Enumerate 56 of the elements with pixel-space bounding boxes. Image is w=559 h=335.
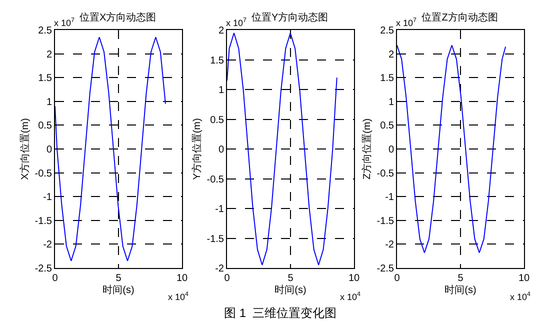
y-tick-label: 0.5 bbox=[38, 120, 52, 132]
y-tick-label: -2 bbox=[43, 240, 52, 251]
y-tick-label: -1.5 bbox=[34, 216, 52, 227]
x-tick-label: 10 bbox=[518, 273, 530, 284]
text: x 10$^{7}$ bbox=[226, 17, 248, 28]
chart-title: 位置Y方向动态图 bbox=[251, 11, 328, 24]
text: x 10$^{7}$ bbox=[54, 17, 76, 28]
caption: 图 1 三维位置变化图 bbox=[224, 306, 337, 320]
y-axis-title: Y方向位置(m) bbox=[190, 118, 203, 180]
y-tick-label: -1 bbox=[43, 192, 52, 204]
y-tick-label: -0.5 bbox=[34, 168, 52, 180]
y-tick-label: 0.5 bbox=[210, 114, 224, 126]
y-tick-label: 2.5 bbox=[38, 26, 52, 36]
y-tick-label: -0.5 bbox=[206, 174, 224, 186]
x-tick-label: 5 bbox=[288, 273, 294, 284]
text: x 10$^{4}$ bbox=[168, 291, 190, 302]
text: x 10$^{4}$ bbox=[340, 291, 362, 302]
y-tick-label: -1.5 bbox=[206, 234, 224, 245]
y-tick-label: -2.5 bbox=[34, 264, 52, 274]
y-tick-label: 0 bbox=[218, 144, 224, 156]
y-tick-label: -2 bbox=[215, 264, 224, 274]
y-tick-label: 0 bbox=[388, 144, 394, 156]
y-tick-label: 2.5 bbox=[380, 26, 394, 36]
y-axis-title: Z方向位置(m) bbox=[360, 118, 373, 180]
line-series bbox=[227, 32, 338, 266]
y-tick-label: 1.5 bbox=[380, 73, 394, 84]
y-tick-label: 0 bbox=[46, 144, 52, 156]
y-tick-label: 1 bbox=[218, 85, 224, 96]
y-tick-label: -1 bbox=[385, 192, 394, 204]
line-series bbox=[397, 44, 506, 254]
chart-title: 位置Z方向动态图 bbox=[422, 11, 498, 24]
y-tick-label: -2 bbox=[385, 240, 394, 251]
y-tick-label: 0.5 bbox=[380, 120, 394, 132]
chart-title: 位置X方向动态图 bbox=[79, 11, 156, 24]
y-tick-label: -1.5 bbox=[376, 216, 394, 227]
x-axis-title: 时间(s) bbox=[444, 284, 476, 296]
y-axis-title: X方向位置(m) bbox=[18, 118, 31, 180]
x-tick-label: 5 bbox=[116, 273, 122, 284]
text: x 10$^{7}$ bbox=[396, 17, 418, 28]
y-tick-label: -0.5 bbox=[376, 168, 394, 180]
y-tick-label: 2 bbox=[388, 49, 394, 60]
y-tick-label: 1 bbox=[388, 96, 394, 108]
x-tick-label: 5 bbox=[458, 273, 464, 284]
y-tick-label: -1 bbox=[215, 204, 224, 215]
y-tick-label: 1 bbox=[46, 96, 52, 108]
y-tick-label: 1.5 bbox=[38, 73, 52, 84]
y-tick-label: 2 bbox=[218, 26, 224, 36]
text: x 10$^{4}$ bbox=[510, 291, 532, 302]
y-tick-label: -2.5 bbox=[376, 264, 394, 274]
x-axis-title: 时间(s) bbox=[274, 284, 306, 296]
y-tick-label: 2 bbox=[46, 49, 52, 60]
y-tick-label: 1.5 bbox=[210, 55, 224, 66]
x-axis-title: 时间(s) bbox=[102, 284, 134, 296]
x-tick-label: 10 bbox=[348, 273, 360, 284]
x-tick-label: 10 bbox=[176, 273, 188, 284]
line-series bbox=[55, 36, 166, 262]
